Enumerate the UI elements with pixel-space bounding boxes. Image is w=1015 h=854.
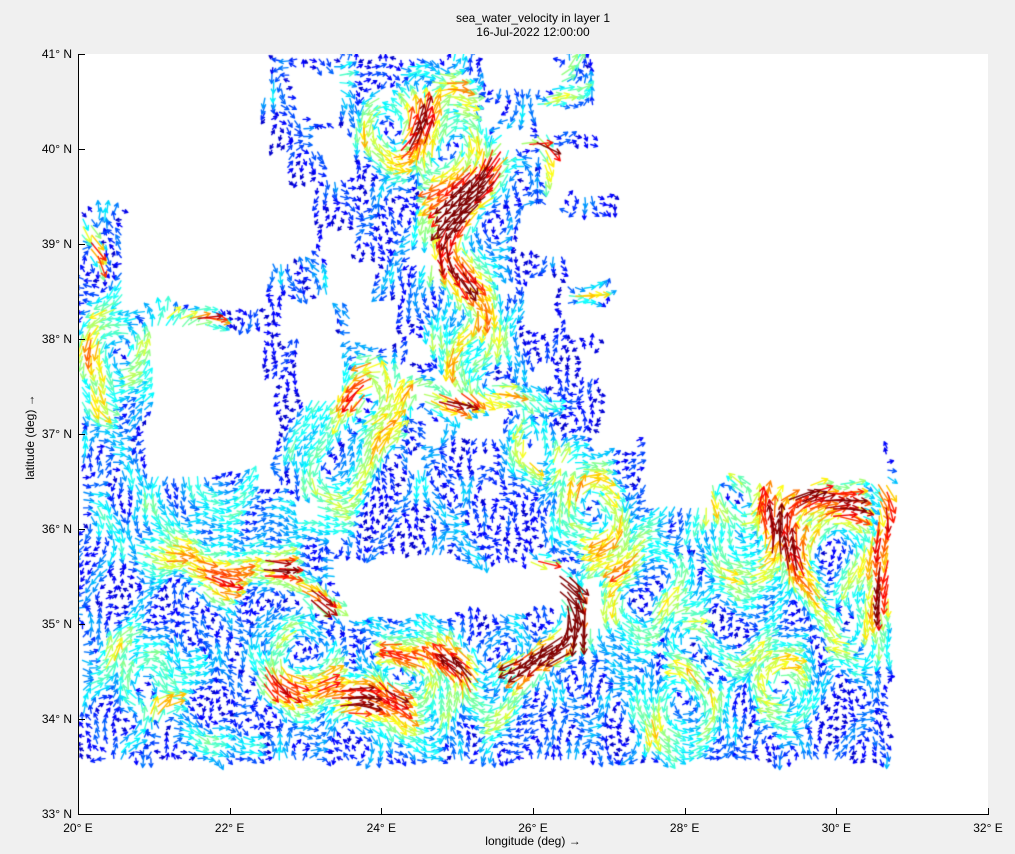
- x-axis-line: [78, 814, 989, 815]
- x-tick-mark: [381, 808, 383, 814]
- y-tick-label: 33° N: [41, 807, 72, 821]
- x-tick-mark: [533, 808, 534, 814]
- x-tick-label: 30° E: [821, 821, 852, 835]
- x-tick-mark: [988, 808, 989, 814]
- y-tick-mark: [79, 434, 85, 435]
- y-tick-label: 36° N: [41, 522, 72, 536]
- title-block: sea_water_velocity in layer 1 16-Jul-202…: [78, 11, 988, 39]
- plot-title: sea_water_velocity in layer 1: [455, 11, 611, 25]
- y-tick-label: 34° N: [41, 712, 72, 726]
- plot-subtitle: 16-Jul-2022 12:00:00: [476, 25, 590, 39]
- y-tick-mark: [79, 54, 85, 55]
- y-tick-mark: [79, 149, 85, 150]
- x-tick-label: 32° E: [973, 821, 1003, 835]
- y-tick-mark: [79, 339, 85, 340]
- quiver-canvas: [78, 54, 988, 814]
- y-tick-label: 38° N: [41, 332, 72, 346]
- x-tick-label: 20° E: [63, 821, 93, 835]
- y-tick-label: 40° N: [41, 142, 72, 156]
- y-tick-label: 37° N: [41, 427, 72, 441]
- y-tick-label: 39° N: [41, 237, 72, 251]
- x-axis-label: longitude (deg) →: [485, 834, 581, 848]
- y-tick-mark: [79, 529, 85, 530]
- y-tick-mark: [79, 244, 85, 245]
- y-tick-mark: [79, 624, 85, 625]
- y-axis-line: [78, 54, 79, 815]
- x-tick-mark: [684, 808, 686, 814]
- x-tick-label: 22° E: [214, 821, 245, 835]
- y-tick-mark: [79, 814, 85, 815]
- x-tick-mark: [78, 808, 79, 814]
- x-tick-label: 28° E: [669, 821, 700, 835]
- x-tick-mark: [836, 808, 838, 814]
- y-tick-mark: [79, 719, 85, 720]
- y-tick-label: 41° N: [41, 47, 72, 61]
- y-tick-label: 35° N: [41, 617, 72, 631]
- x-tick-label: 26° E: [518, 821, 548, 835]
- x-tick-label: 24° E: [366, 821, 397, 835]
- x-tick-mark: [229, 808, 231, 814]
